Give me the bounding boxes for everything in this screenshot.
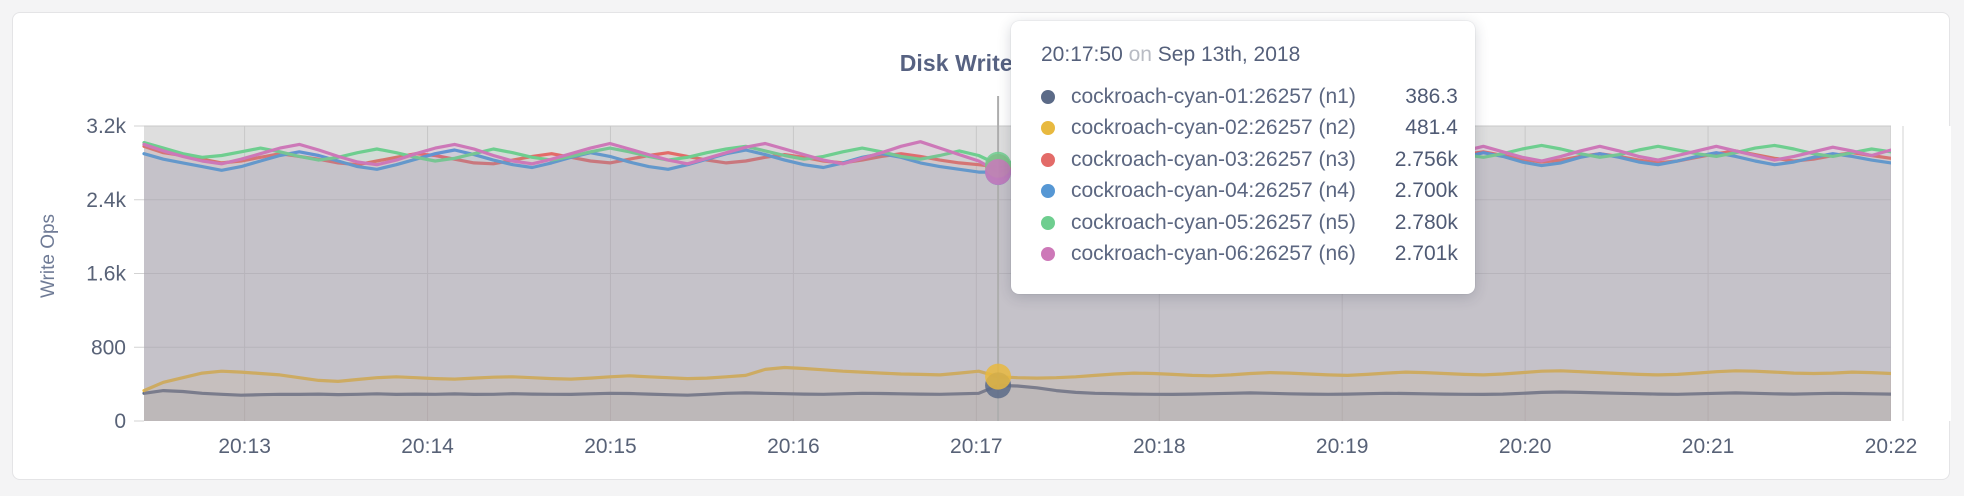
y-tick-label: 800 (91, 336, 126, 359)
series-area-n2 (144, 367, 1891, 421)
series-color-dot-5 (1041, 215, 1055, 230)
tooltip-series-value: 481.4 (1405, 116, 1458, 140)
tooltip-time: 20:17:50 (1041, 43, 1123, 66)
tooltip-series-list: cockroach-cyan-01:26257 (n1) 386.3 cockroa… (1041, 81, 1458, 271)
series-color-dot-6 (1041, 247, 1055, 262)
series-color-dot-1 (1041, 89, 1055, 104)
tooltip-series-value: 2.701k (1394, 242, 1458, 266)
x-tick-label: 20:20 (1499, 435, 1552, 458)
x-tick-label: 20:21 (1682, 435, 1735, 458)
x-tick-label: 20:19 (1316, 435, 1369, 458)
series-color-dot-3 (1041, 152, 1055, 167)
disk-write-ops-chart-card: Disk Write Ops Write Ops 0 800 1.6k 2.4k 3.2… (12, 12, 1951, 481)
y-tick-label: 2.4k (86, 189, 126, 212)
series-line-n1[interactable] (142, 383, 1893, 397)
tooltip-on-word: on (1128, 43, 1152, 66)
tooltip-series-value: 2.700k (1394, 179, 1458, 203)
tooltip-series-value: 2.780k (1394, 210, 1458, 234)
hover-marker-n6 (985, 159, 1012, 186)
tooltip-series-name: cockroach-cyan-02:26257 (n2) (1071, 116, 1356, 140)
chart-svg[interactable]: 0 800 1.6k 2.4k 3.2k 20:13 20:14 20:15 20:16 20:1… (13, 13, 1951, 481)
y-axis-label: Write Ops (38, 213, 60, 299)
x-tick-label: 20:17 (950, 435, 1003, 458)
tooltip-series-name: cockroach-cyan-06:26257 (n6) (1071, 242, 1356, 266)
x-tick-label: 20:18 (1133, 435, 1186, 458)
plot-right-gutter (1891, 126, 1951, 421)
x-tick-label: 20:16 (767, 435, 820, 458)
series-color-dot-4 (1041, 184, 1055, 199)
tooltip-series-name: cockroach-cyan-04:26257 (n4) (1071, 179, 1356, 203)
tooltip-header: 20:17:50 on Sep 13th, 2018 (1041, 43, 1449, 67)
tooltip-series-row: cockroach-cyan-05:26257 (n5) 2.780k (1041, 207, 1458, 239)
x-tick-label: 20:15 (584, 435, 637, 458)
series-line-n2[interactable] (142, 365, 1893, 393)
tooltip-date: Sep 13th, 2018 (1157, 43, 1301, 66)
y-tick-label: 3.2k (86, 115, 126, 138)
y-tick-label: 1.6k (86, 263, 126, 286)
tooltip-series-row: cockroach-cyan-06:26257 (n6) 2.701k (1041, 239, 1458, 271)
tooltip-series-value: 2.756k (1394, 147, 1458, 171)
tooltip-series-name: cockroach-cyan-03:26257 (n3) (1071, 147, 1356, 171)
y-tick-label: 0 (114, 410, 126, 433)
tooltip-series-row: cockroach-cyan-02:26257 (n2) 481.4 (1041, 113, 1458, 145)
tooltip-series-row: cockroach-cyan-04:26257 (n4) 2.700k (1041, 176, 1458, 208)
tooltip-series-name: cockroach-cyan-01:26257 (n1) (1071, 84, 1356, 108)
x-tick-label: 20:13 (218, 435, 271, 458)
x-tick-label: 20:14 (401, 435, 454, 458)
hover-tooltip: 20:17:50 on Sep 13th, 2018 cockroach-cya… (1011, 21, 1475, 294)
series-color-dot-2 (1041, 121, 1055, 136)
x-tick-label: 20:22 (1865, 435, 1918, 458)
chart-plot-area[interactable]: Write Ops 0 800 1.6k 2.4k 3.2k 20:13 20:14 20:1… (13, 13, 1951, 481)
hover-marker-n2 (985, 363, 1012, 390)
tooltip-series-row: cockroach-cyan-01:26257 (n1) 386.3 (1041, 81, 1458, 113)
tooltip-series-name: cockroach-cyan-05:26257 (n5) (1071, 210, 1356, 234)
tooltip-series-row: cockroach-cyan-03:26257 (n3) 2.756k (1041, 144, 1458, 176)
tooltip-series-value: 386.3 (1405, 84, 1458, 108)
